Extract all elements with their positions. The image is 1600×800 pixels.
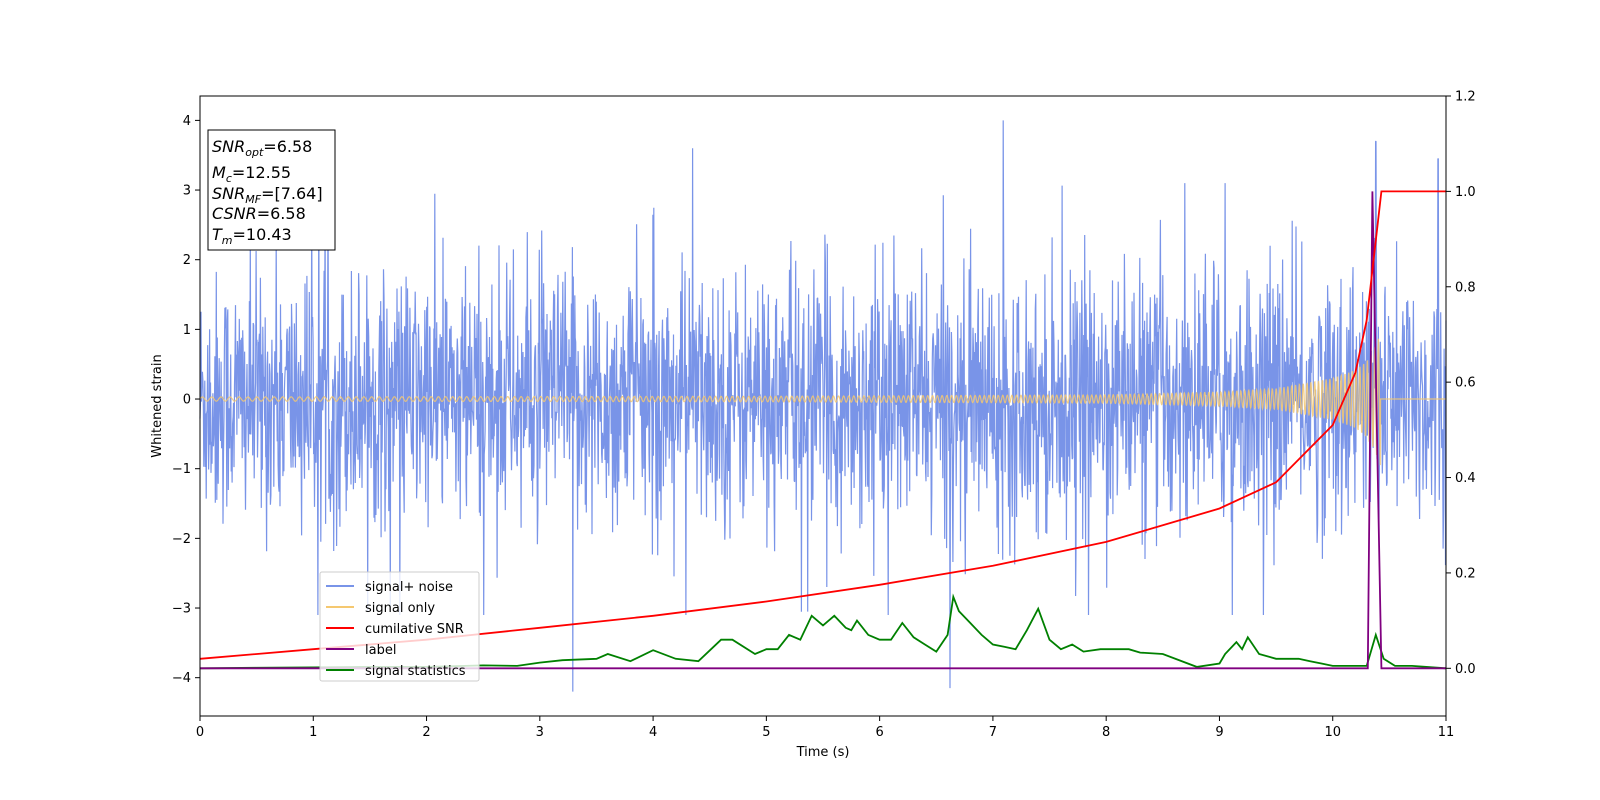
legend-frame bbox=[319, 571, 480, 682]
info-snr-opt-main: SNR bbox=[212, 137, 245, 156]
signal-statistics-line bbox=[199, 593, 1447, 670]
y-tick-label: 4 bbox=[183, 114, 191, 129]
info-box-frame bbox=[207, 129, 336, 251]
info-snr-mf-value: =[7.64] bbox=[261, 184, 323, 203]
info-csnr-value: =6.58 bbox=[257, 204, 306, 223]
info-snr-opt: SNRopt=6.58 bbox=[212, 137, 312, 159]
x-tick-label: 1 bbox=[309, 725, 317, 740]
legend: signal+ noise signal only cumilative SNR la… bbox=[319, 571, 480, 682]
line-series-layer bbox=[199, 190, 1447, 670]
y-tick-label: 1 bbox=[183, 323, 191, 338]
info-mc-main: M bbox=[212, 163, 226, 182]
x-tick-label: 8 bbox=[1102, 725, 1110, 740]
cumilative-snr-line bbox=[199, 190, 1446, 660]
signal-only-line bbox=[199, 338, 1446, 466]
info-snr-mf-main: SNR bbox=[212, 184, 245, 203]
y-tick-label: 2 bbox=[183, 253, 191, 268]
y2-tick-label: 0.0 bbox=[1455, 662, 1476, 677]
info-csnr-main: CSNR bbox=[212, 204, 257, 223]
info-tm-main: T bbox=[212, 225, 223, 244]
info-box: SNRopt=6.58 Mc=12.55 SNRMF=[7.64] CSNR=6… bbox=[207, 129, 336, 251]
y-tick-label: −1 bbox=[172, 462, 191, 477]
x-tick-label: 7 bbox=[989, 725, 997, 740]
noise-series-layer bbox=[199, 120, 1447, 692]
noise-series-line bbox=[199, 120, 1447, 692]
y-axis-label: Whitened strain bbox=[150, 354, 165, 457]
legend-label: cumilative SNR bbox=[365, 622, 464, 637]
info-csnr: CSNR=6.58 bbox=[212, 204, 306, 223]
legend-label: signal only bbox=[365, 601, 435, 616]
axes-layer: 0 1 2 3 4 5 6 7 8 9 10 11 −4 −3 −2 −1 0 1 2 3 4 0.0 0.2 0.4 0.6 0… bbox=[172, 90, 1476, 741]
info-snr-opt-sub: opt bbox=[245, 146, 264, 159]
y-tick-label: −3 bbox=[172, 602, 191, 617]
x-axis-label: Time (s) bbox=[796, 745, 850, 760]
x-tick-label: 10 bbox=[1324, 725, 1341, 740]
legend-label: signal statistics bbox=[365, 664, 466, 679]
x-tick-label: 11 bbox=[1438, 725, 1455, 740]
x-tick-label: 4 bbox=[649, 725, 657, 740]
legend-label: signal+ noise bbox=[365, 580, 453, 595]
x-tick-label: 6 bbox=[875, 725, 883, 740]
info-snr-mf-sub: MF bbox=[245, 193, 261, 206]
y2-tick-label: 0.2 bbox=[1455, 566, 1476, 581]
info-mc: Mc=12.55 bbox=[212, 163, 291, 185]
x-tick-label: 5 bbox=[762, 725, 770, 740]
info-tm-sub: m bbox=[222, 234, 233, 247]
y2-tick-label: 1.2 bbox=[1455, 90, 1476, 105]
legend-label: label bbox=[365, 643, 396, 658]
label-line bbox=[200, 191, 1446, 670]
y-tick-label: 0 bbox=[183, 393, 191, 408]
y-tick-label: −2 bbox=[172, 532, 191, 547]
y2-tick-label: 0.6 bbox=[1455, 376, 1476, 391]
y-tick-label: −4 bbox=[172, 671, 191, 686]
info-tm-value: =10.43 bbox=[233, 225, 292, 244]
y2-tick-label: 0.8 bbox=[1455, 280, 1476, 295]
info-snr-mf: SNRMF=[7.64] bbox=[212, 184, 323, 206]
info-mc-sub: c bbox=[226, 172, 232, 185]
info-mc-value: =12.55 bbox=[232, 163, 291, 182]
info-tm: Tm=10.43 bbox=[212, 225, 292, 247]
x-tick-label: 0 bbox=[196, 725, 204, 740]
x-tick-label: 9 bbox=[1215, 725, 1223, 740]
signal-only-layer bbox=[199, 338, 1446, 466]
x-tick-label: 3 bbox=[536, 725, 544, 740]
y2-tick-label: 1.0 bbox=[1455, 185, 1476, 200]
y-tick-label: 3 bbox=[183, 184, 191, 199]
y2-tick-label: 0.4 bbox=[1455, 471, 1476, 486]
x-tick-label: 2 bbox=[422, 725, 430, 740]
plot-frame bbox=[199, 95, 1447, 717]
info-snr-opt-value: =6.58 bbox=[263, 137, 312, 156]
